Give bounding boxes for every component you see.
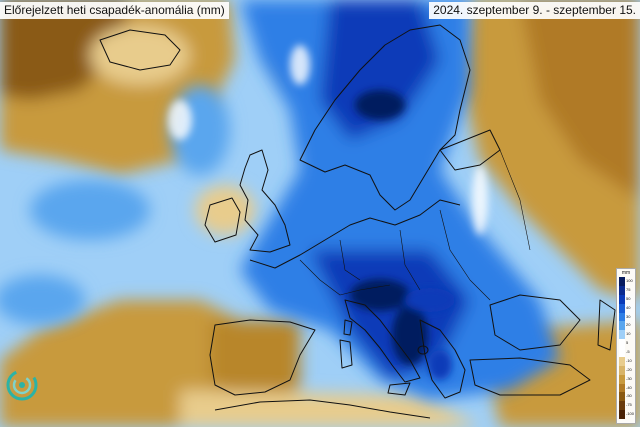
legend-swatch — [619, 321, 625, 331]
map-title: Előrejelzett heti csapadék-anomália (mm) — [0, 2, 229, 19]
legend-tick: 5 — [626, 340, 629, 346]
legend-swatch — [619, 294, 625, 304]
legend-tick: 100 — [626, 278, 633, 283]
legend-tick: -50 — [626, 393, 632, 399]
legend-tick: -40 — [626, 384, 632, 390]
legend-ticks: 100 75 50 40 30 20 10 5 -5 -10 -20 -30 -… — [626, 277, 635, 419]
legend-swatch — [619, 383, 625, 393]
legend-tick: -100 — [626, 411, 635, 417]
legend-swatch — [619, 312, 625, 322]
legend-tick: 50 — [626, 295, 631, 301]
legend-tick: -75 — [626, 402, 632, 408]
forecast-period: 2024. szeptember 9. - szeptember 15. — [429, 2, 640, 19]
legend-tick: -10 — [626, 357, 632, 363]
legend-swatch — [619, 339, 625, 348]
legend-tick: 75 — [626, 286, 631, 292]
legend-swatch — [619, 277, 625, 286]
legend-swatch — [619, 348, 625, 357]
legend-swatch — [619, 365, 625, 375]
legend-swatch — [619, 356, 625, 366]
legend-color-bar — [619, 277, 625, 419]
legend-tick: 10 — [626, 331, 631, 337]
legend-tick: -20 — [626, 366, 632, 372]
legend-swatch — [619, 285, 625, 295]
legend-tick: -30 — [626, 375, 632, 381]
legend-swatch — [619, 303, 625, 313]
legend-unit: mm — [621, 270, 631, 276]
legend-swatch — [619, 392, 625, 402]
legend-swatch — [619, 401, 625, 411]
legend-tick: 40 — [626, 304, 631, 310]
legend-tick: 20 — [626, 322, 631, 328]
legend-tick: 30 — [626, 313, 631, 319]
legend-swatch — [619, 330, 625, 340]
swirl-logo-icon — [6, 369, 38, 401]
legend-tick: -5 — [626, 349, 630, 354]
color-legend: mm 100 75 50 40 30 20 10 — [616, 268, 636, 424]
legend-swatch — [619, 374, 625, 384]
legend-swatch — [619, 410, 625, 419]
